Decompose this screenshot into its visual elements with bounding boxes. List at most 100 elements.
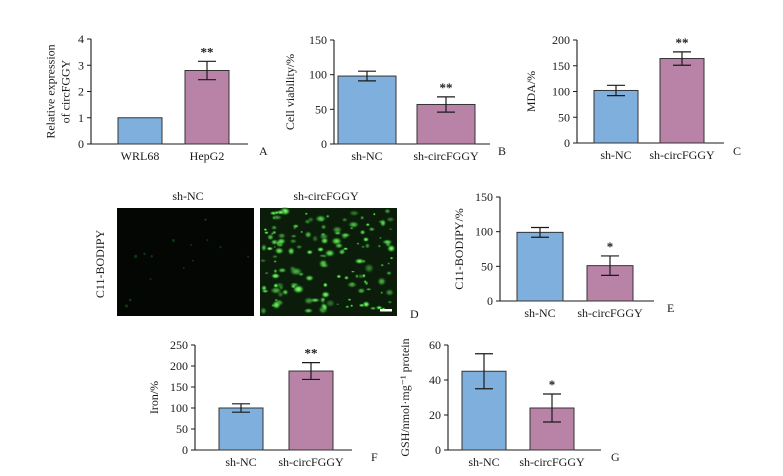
y-axis-label: Iron/%	[147, 381, 161, 414]
fluorescent-cell	[273, 210, 280, 215]
y-tick-label: 150	[309, 33, 327, 47]
fluorescent-cell	[365, 222, 371, 227]
chart-panel-f: 0 50 100 150 200 250 Iron/% sh-NC ** sh-circFGGY F	[147, 338, 378, 469]
fluorescent-cell	[388, 227, 394, 231]
y-tick-label: 60	[429, 338, 441, 352]
fluorescent-cell	[288, 266, 304, 277]
faint-speck	[128, 298, 132, 302]
faint-speck	[191, 259, 194, 262]
fluorescent-cell	[386, 244, 396, 253]
bar-sh-nc	[337, 75, 397, 145]
fluorescent-cell	[259, 258, 267, 263]
y-axis-label: Relative expression	[44, 44, 58, 138]
fluorescent-cell	[304, 274, 315, 282]
significance-marker: **	[201, 44, 214, 59]
fluorescent-cell	[365, 287, 372, 291]
fluorescent-cell	[341, 217, 349, 223]
y-tick-label: 1	[78, 111, 84, 125]
fluorescent-cell	[314, 214, 327, 223]
y-tick-label: 100	[552, 85, 570, 99]
fluorescent-cell	[363, 279, 368, 284]
fluorescent-cell	[271, 300, 282, 310]
fluorescent-cell	[383, 208, 391, 215]
fluorescent-cell	[273, 268, 278, 274]
fluorescent-cell	[385, 270, 393, 276]
faint-speck	[171, 239, 175, 242]
micrograph-column-label: sh-circFGGY	[293, 189, 359, 203]
fluorescent-cell	[356, 242, 360, 246]
fluorescent-cell	[305, 249, 314, 255]
y-tick-label: 150	[552, 59, 570, 73]
category-label: HepG2	[190, 149, 225, 163]
micrograph-row-label: C11-BODIPY	[93, 230, 107, 299]
fluorescent-cell	[363, 262, 375, 274]
fluorescent-cell	[386, 300, 393, 304]
category-label: sh-NC	[225, 455, 256, 469]
y-tick-label: 50	[176, 422, 188, 436]
faint-speck	[206, 239, 209, 242]
y-tick-label: 0	[564, 136, 570, 150]
y-tick-label: 4	[78, 32, 84, 46]
faint-speck	[149, 278, 152, 281]
fluorescent-cell	[290, 234, 298, 239]
faint-speck	[204, 218, 207, 221]
fluorescent-cell	[325, 214, 330, 219]
panel-letter: F	[371, 450, 378, 464]
y-tick-label: 0	[182, 443, 188, 457]
fluorescent-cell	[322, 282, 329, 288]
fluorescent-cell	[263, 230, 270, 235]
fluorescent-cell	[384, 288, 395, 297]
fluorescent-cell	[266, 233, 275, 241]
y-tick-label: 100	[170, 401, 188, 415]
category-label: sh-NC	[468, 455, 499, 469]
fluorescent-cell	[354, 257, 365, 265]
fluorescent-cell	[274, 246, 285, 255]
fluorescent-cell	[349, 304, 354, 308]
category-label: sh-NC	[600, 148, 631, 162]
fluorescent-cell	[331, 225, 343, 234]
faint-speck	[134, 254, 138, 258]
fluorescent-cell	[381, 239, 394, 245]
fluorescent-cell	[364, 242, 371, 249]
bar-wrl68	[117, 117, 163, 145]
fluorescent-cell	[361, 273, 366, 279]
fluorescent-cell	[273, 259, 278, 263]
fluorescent-cell	[347, 298, 352, 302]
fluorescent-cell	[343, 275, 350, 281]
fluorescent-cell	[380, 291, 384, 295]
panel-letter: E	[667, 301, 674, 315]
fluorescent-cell	[320, 302, 327, 310]
fluorescent-cell	[359, 229, 366, 236]
panel-letter: D	[410, 307, 419, 321]
bar-sh-nc	[218, 407, 264, 451]
faint-speck	[219, 246, 222, 249]
fluorescent-cell	[346, 281, 358, 289]
category-label: sh-NC	[351, 149, 382, 163]
fluorescent-cell	[360, 244, 366, 249]
faint-speck	[124, 304, 129, 308]
y-tick-label: 0	[435, 443, 441, 457]
bar-sh-circfggy	[659, 58, 705, 144]
faint-speck	[182, 267, 185, 269]
y-tick-label: 0	[78, 137, 84, 151]
fluorescent-cell	[323, 248, 336, 258]
fluorescent-cell	[369, 306, 377, 311]
fluorescent-cell	[348, 209, 361, 217]
y-tick-label: 200	[552, 33, 570, 47]
y-tick-label: 150	[475, 190, 493, 204]
fluorescent-cell	[316, 246, 325, 253]
fluorescent-cell	[335, 303, 340, 306]
bar-sh-circfggy	[288, 370, 334, 451]
fluorescent-cell	[372, 212, 376, 216]
panel-letter: C	[733, 144, 741, 158]
panel-letter: A	[259, 144, 268, 158]
fluorescent-cell	[265, 246, 274, 251]
y-axis-label: MDA/%	[524, 71, 538, 112]
y-tick-label: 150	[170, 380, 188, 394]
fluorescent-cell	[321, 297, 326, 301]
fluorescent-cell	[320, 290, 331, 299]
fluorescent-cell	[368, 226, 376, 232]
significance-marker: **	[440, 80, 453, 95]
fluorescent-cell	[339, 232, 351, 239]
